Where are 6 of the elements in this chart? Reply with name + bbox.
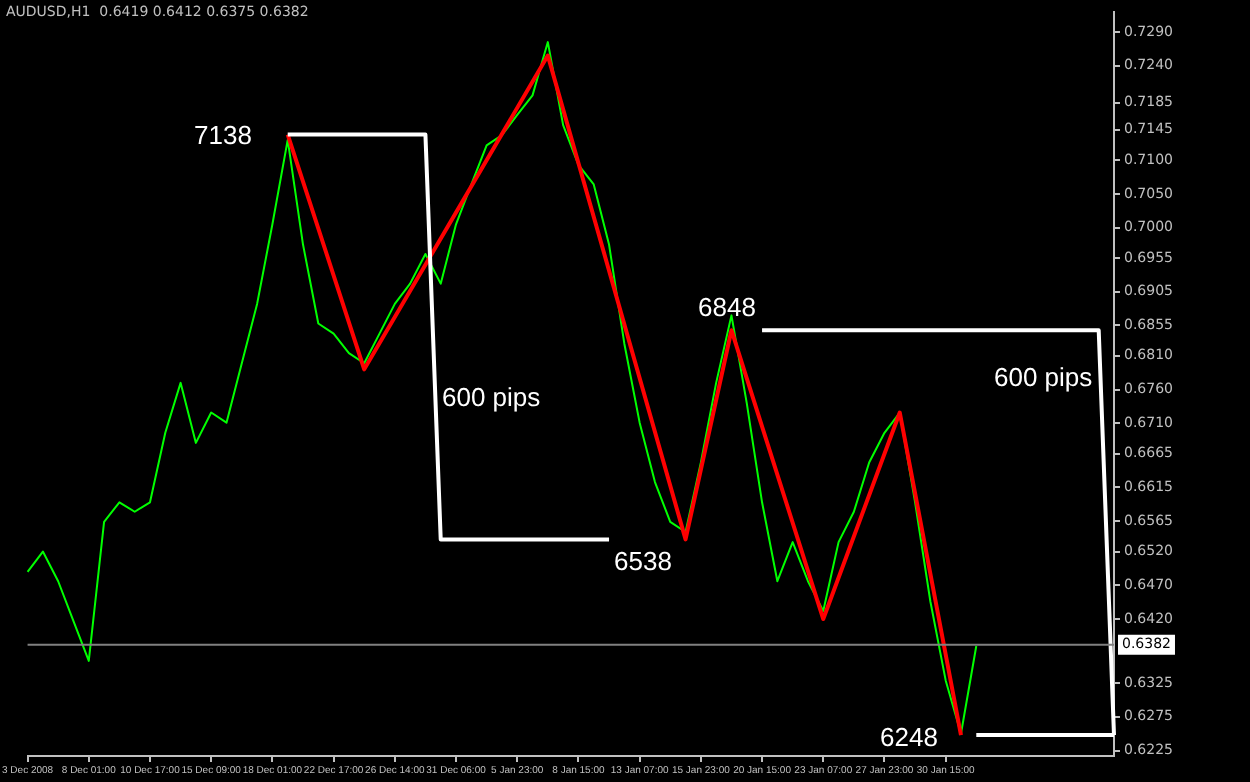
- annotation: 6248: [880, 722, 938, 752]
- annotation: 600 pips: [994, 362, 1094, 392]
- annotation: 6538: [614, 546, 672, 576]
- annotation: 6848: [698, 292, 756, 322]
- annotation: 7138: [194, 120, 252, 150]
- annotation: 600 pips: [442, 382, 542, 412]
